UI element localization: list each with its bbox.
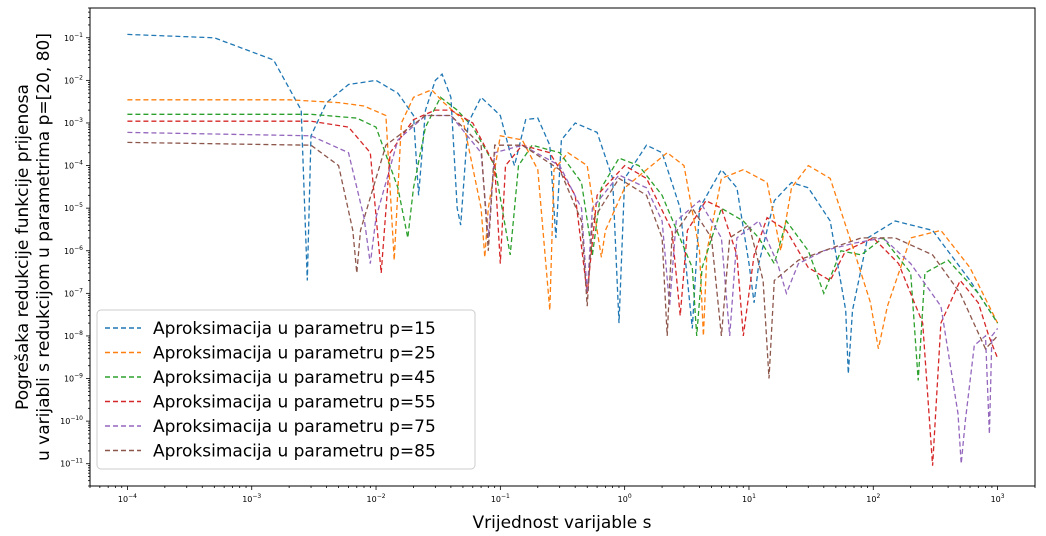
x-tick-label: 10−1 [491,493,510,504]
y-tick-label: 10−4 [64,160,83,171]
y-tick-label: 10−7 [64,287,83,298]
legend-label: Aproksimacija u parametru p=85 [153,442,436,462]
legend-box [96,309,476,470]
x-axis: 10−4 10−3 10−2 10−1 100 101 102 103 [89,486,1036,504]
x-tick-label: 101 [742,493,756,504]
y-axis-label-line1: Pogrešaka redukcije funkcije prijenosa [13,84,33,410]
x-axis-label: Vrijednost varijable s [473,513,652,533]
x-tick-label: 10−2 [367,493,386,504]
legend-label: Aproksimacija u parametru p=75 [153,417,436,437]
y-tick-label: 10−6 [64,245,83,256]
y-tick-label: 10−11 [60,458,83,469]
y-axis-label-line2: u varijabli s redukcijom u parametrima p… [34,33,54,461]
x-tick-label: 100 [618,493,632,504]
y-axis: 10−1 10−2 10−3 10−4 10−5 10−6 10−7 10−8 10−9 10−1… [60,7,90,487]
legend-label: Aproksimacija u parametru p=15 [153,319,436,339]
y-tick-label: 10−5 [64,202,83,213]
x-tick-label: 10−4 [118,493,137,504]
series-group [127,33,999,466]
y-tick-label: 10−2 [64,74,83,85]
series-line-3 [127,109,999,466]
y-tick-label: 10−3 [64,117,83,128]
x-tick-label: 10−3 [242,493,261,504]
series-line-4 [127,114,999,464]
series-line-5 [127,114,999,379]
legend-label: Aproksimacija u parametru p=45 [153,368,436,388]
y-tick-label: 10−1 [64,32,83,43]
axes-frame [89,7,1036,487]
x-tick-label: 102 [866,493,880,504]
legend-label: Aproksimacija u parametru p=25 [153,344,436,364]
series-line-0 [127,33,999,374]
y-tick-label: 10−10 [60,415,83,426]
legend: Aproksimacija u parametru p=15 Aproksimac… [96,309,476,470]
y-tick-label: 10−8 [64,330,83,341]
series-line-1 [127,89,999,349]
y-tick-label: 10−9 [64,373,83,384]
legend-label: Aproksimacija u parametru p=55 [153,393,436,413]
x-tick-label: 103 [991,493,1005,504]
series-line-2 [127,96,999,381]
